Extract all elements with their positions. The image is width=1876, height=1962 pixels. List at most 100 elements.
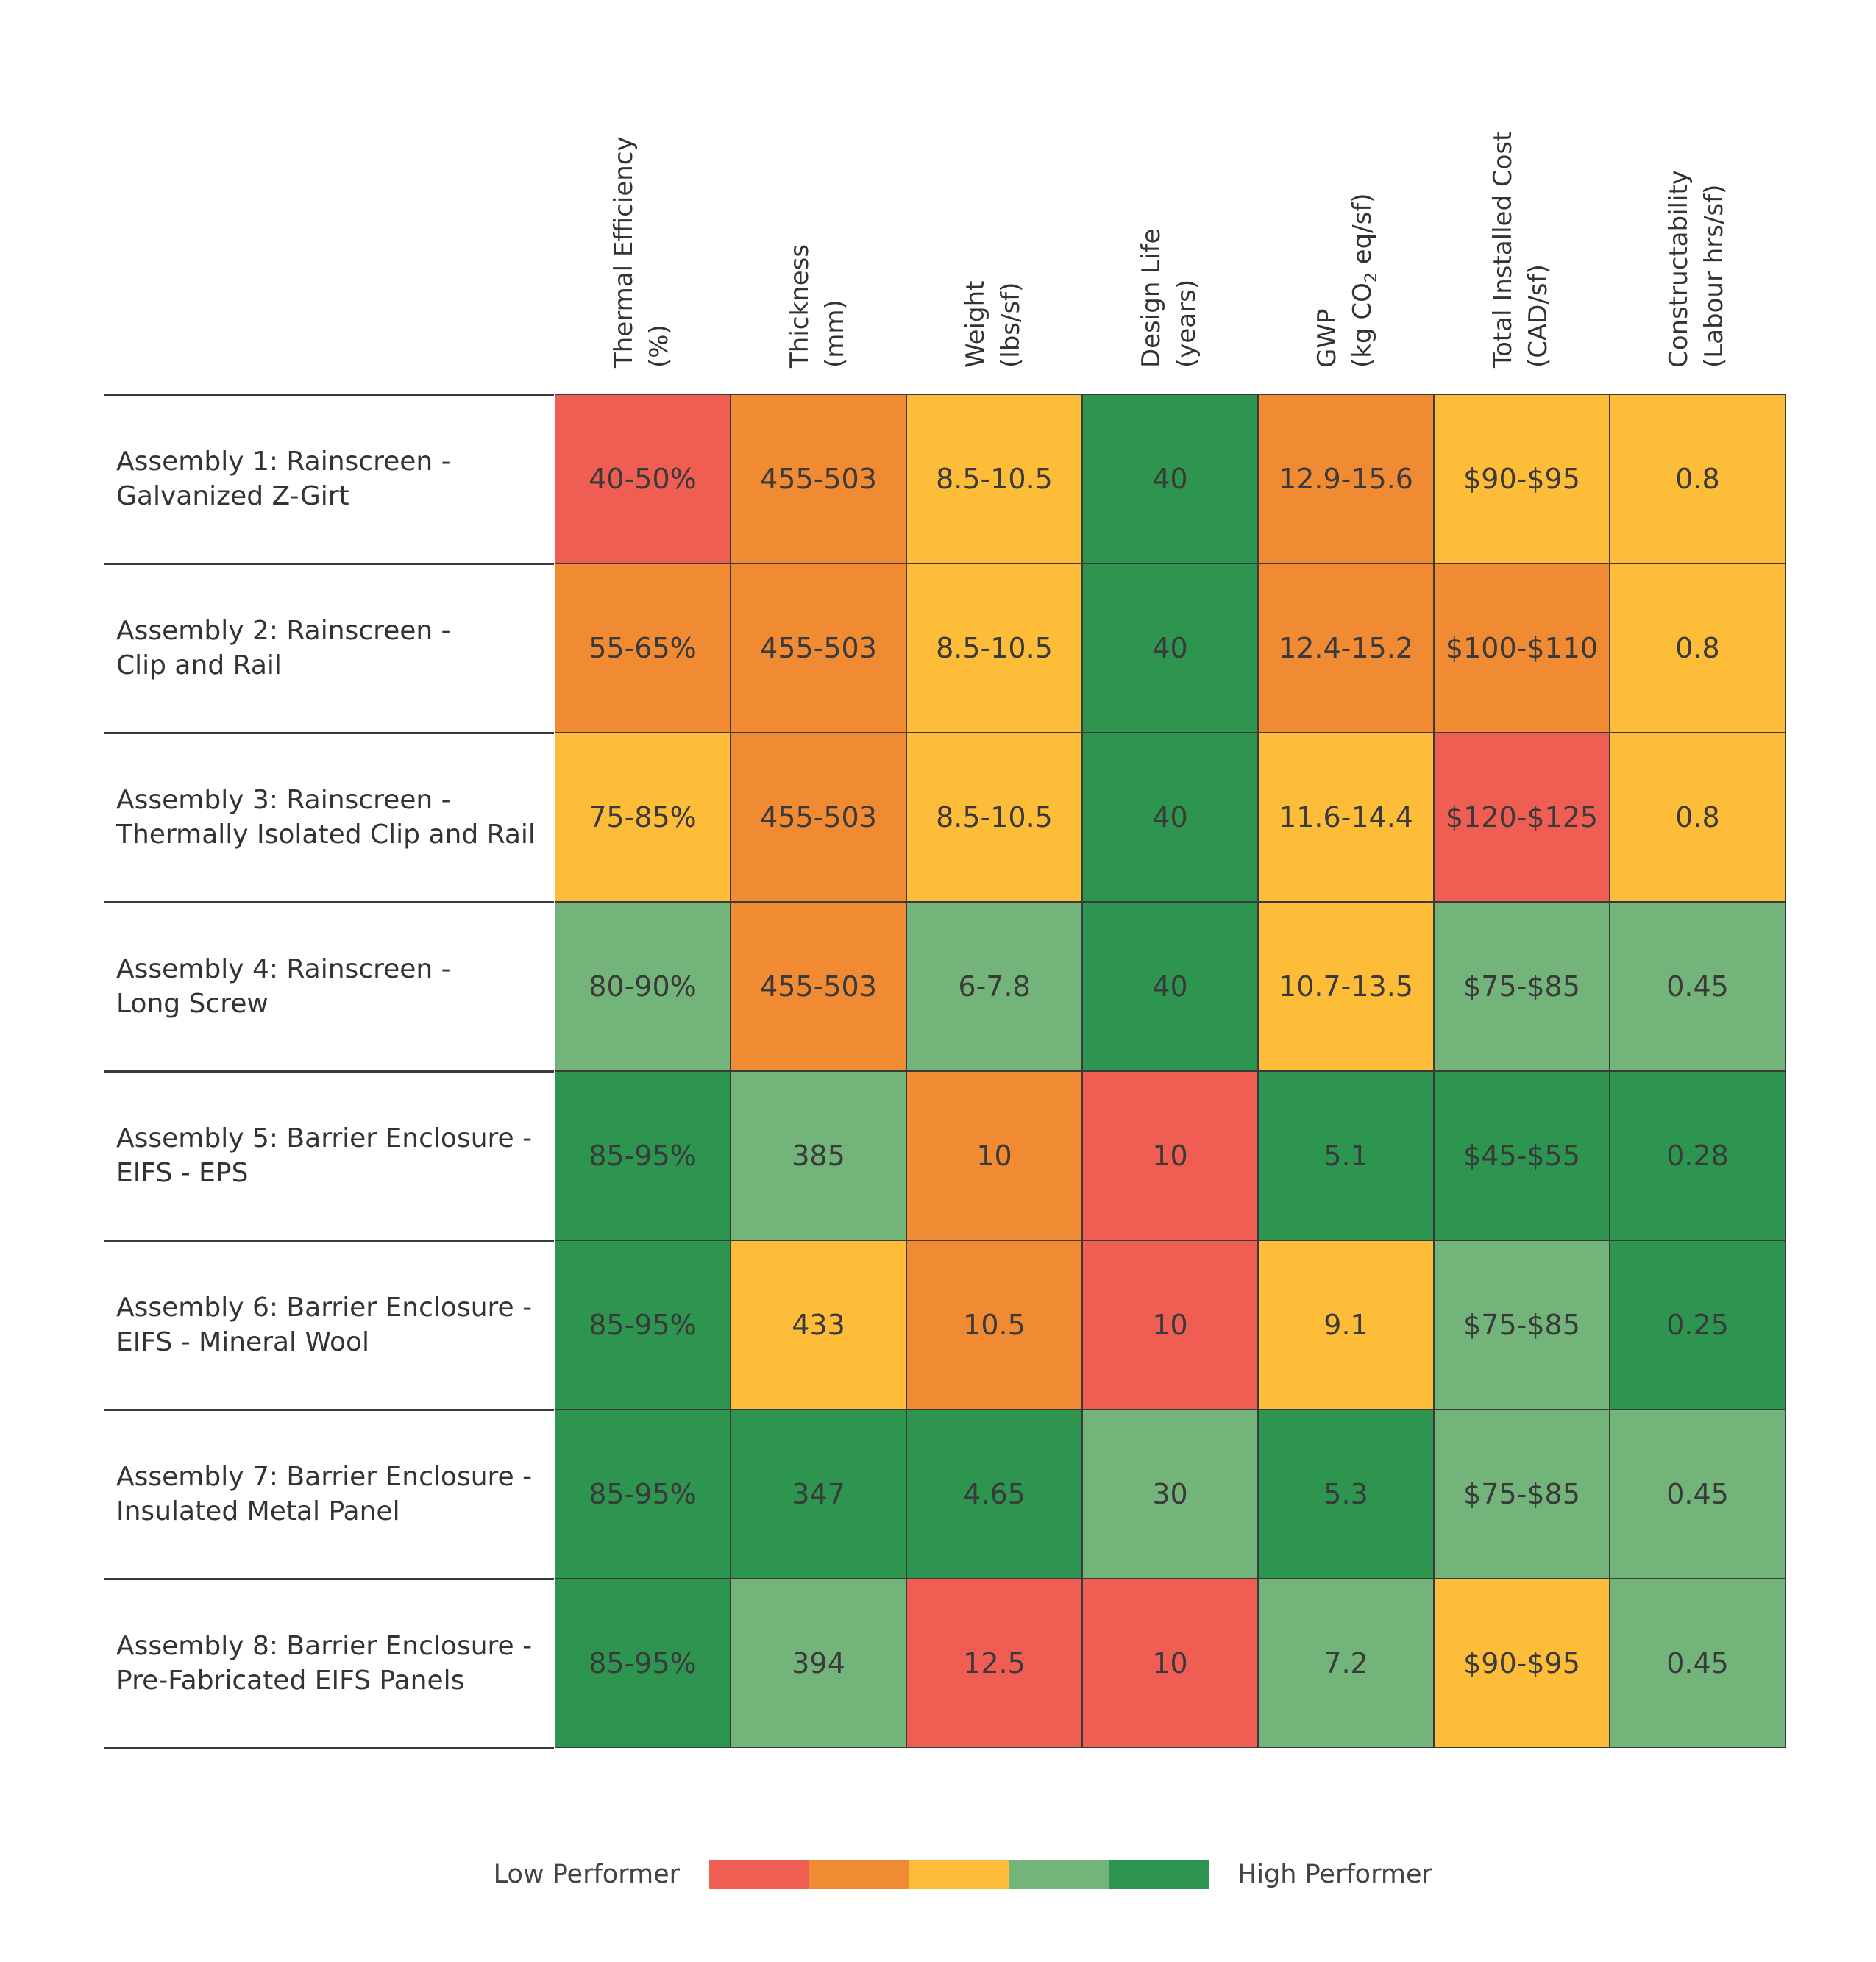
- column-header-6: Total Installed Cost (CAD/sf): [1434, 74, 1610, 368]
- heatmap-cell: 394: [731, 1579, 906, 1748]
- heatmap-cell: 10: [1082, 1071, 1258, 1240]
- row-divider: [104, 1409, 554, 1411]
- legend: Low Performer High Performer: [0, 1858, 1876, 1891]
- heatmap-cell: 8.5-10.5: [906, 564, 1082, 733]
- row-label-line: Insulated Metal Panel: [116, 1496, 400, 1526]
- row-divider: [104, 1070, 554, 1073]
- heatmap-cell: $90-$95: [1434, 1579, 1610, 1748]
- row-label-assembly-1: Assembly 1: Rainscreen - Galvanized Z-Gir…: [116, 394, 550, 564]
- row-label-line: EIFS - EPS: [116, 1158, 249, 1188]
- legend-high-label: High Performer: [1237, 1860, 1432, 1889]
- row-label-assembly-2: Assembly 2: Rainscreen - Clip and Rail: [116, 564, 550, 733]
- row-label-line: Assembly 6: Barrier Enclosure -: [116, 1293, 533, 1323]
- legend-swatch-4: [1009, 1860, 1109, 1889]
- column-header-7: Constructability (Labour hrs/sf): [1610, 74, 1786, 368]
- heatmap-cell: 85-95%: [555, 1410, 731, 1579]
- heatmap-cell: $120-$125: [1434, 733, 1610, 902]
- column-header-3: Weight (lbs/sf): [906, 74, 1082, 368]
- heatmap-cell: 75-85%: [555, 733, 731, 902]
- column-header-text: Design Life (years): [1134, 229, 1204, 368]
- heatmap-cell: 455-503: [731, 394, 906, 564]
- column-header-line2: (years): [1172, 279, 1201, 368]
- column-header-5: GWP (kg CO2 eq/sf): [1258, 74, 1434, 368]
- heatmap-cell: 85-95%: [555, 1240, 731, 1410]
- column-header-line1: Thermal Efficiency: [609, 136, 639, 368]
- column-header-line1: Weight: [961, 280, 990, 368]
- heatmap-cell: 0.8: [1610, 564, 1786, 733]
- heatmap-cell: $75-$85: [1434, 902, 1610, 1071]
- column-header-line1: Constructability: [1664, 170, 1694, 368]
- heatmap-cell: 0.45: [1610, 1579, 1786, 1748]
- column-header-line2: (mm): [820, 299, 850, 368]
- heatmap-cell: $90-$95: [1434, 394, 1610, 564]
- heatmap-cell: 55-65%: [555, 564, 731, 733]
- heatmap-cell: 40: [1082, 394, 1258, 564]
- heatmap-cell: 0.28: [1610, 1071, 1786, 1240]
- column-header-2: Thickness (mm): [731, 74, 906, 368]
- heatmap-cell: 30: [1082, 1410, 1258, 1579]
- row-label-line: Pre-Fabricated EIFS Panels: [116, 1666, 465, 1696]
- row-label-assembly-4: Assembly 4: Rainscreen - Long Screw: [116, 902, 550, 1071]
- column-header-line2: (%): [644, 324, 674, 368]
- legend-swatch-5: [1109, 1860, 1209, 1889]
- row-label-assembly-5: Assembly 5: Barrier Enclosure - EIFS - EP…: [116, 1071, 550, 1240]
- heatmap-cell: 6-7.8: [906, 902, 1082, 1071]
- heatmap-cell: 0.8: [1610, 733, 1786, 902]
- heatmap-cell: 4.65: [906, 1410, 1082, 1579]
- heatmap-cell: 347: [731, 1410, 906, 1579]
- column-header-unit-pre: (kg CO: [1348, 282, 1377, 368]
- heatmap-cell: $75-$85: [1434, 1240, 1610, 1410]
- row-divider: [104, 732, 554, 734]
- heatmap-cell: 10: [1082, 1579, 1258, 1748]
- heatmap-cell: 11.6-14.4: [1258, 733, 1434, 902]
- row-label-line: Assembly 4: Rainscreen -: [116, 954, 451, 984]
- heatmap-cell: 12.9-15.6: [1258, 394, 1434, 564]
- heatmap-cell: 12.4-15.2: [1258, 564, 1434, 733]
- row-divider: [104, 394, 554, 396]
- column-header-unit-post: eq/sf): [1348, 193, 1377, 273]
- heatmap-cell: 8.5-10.5: [906, 733, 1082, 902]
- heatmap-cell: 455-503: [731, 564, 906, 733]
- column-header-line2: (lbs/sf): [996, 282, 1026, 368]
- heatmap-cell: 10.7-13.5: [1258, 902, 1434, 1071]
- row-divider: [104, 563, 554, 565]
- heatmap-cell: 5.3: [1258, 1410, 1434, 1579]
- heatmap-cell: 12.5: [906, 1579, 1082, 1748]
- heatmap-cell: 0.45: [1610, 902, 1786, 1071]
- row-label-line: Assembly 3: Rainscreen -: [116, 785, 451, 815]
- heatmap-cell: $75-$85: [1434, 1410, 1610, 1579]
- row-label-line: Thermally Isolated Clip and Rail: [116, 820, 536, 850]
- heatmap-cell: 85-95%: [555, 1071, 731, 1240]
- heatmap-cell: 433: [731, 1240, 906, 1410]
- heatmap-cell: 10: [1082, 1240, 1258, 1410]
- row-label-assembly-8: Assembly 8: Barrier Enclosure - Pre-Fabri…: [116, 1579, 550, 1748]
- heatmap-cell: 385: [731, 1071, 906, 1240]
- row-divider: [104, 1747, 554, 1749]
- row-label-line: Assembly 1: Rainscreen -: [116, 447, 451, 477]
- legend-swatch-2: [809, 1860, 909, 1889]
- column-header-line1: Thickness: [785, 244, 814, 368]
- column-header-1: Thermal Efficiency (%): [555, 74, 731, 368]
- heatmap-cell: 8.5-10.5: [906, 394, 1082, 564]
- legend-swatch-1: [709, 1860, 809, 1889]
- column-header-text: Constructability (Labour hrs/sf): [1661, 170, 1732, 368]
- row-label-line: Assembly 7: Barrier Enclosure -: [116, 1462, 533, 1492]
- column-header-unit-subscript: 2: [1362, 272, 1381, 283]
- heatmap-cell: 455-503: [731, 733, 906, 902]
- heatmap-cell: 40-50%: [555, 394, 731, 564]
- heatmap-cell: 0.8: [1610, 394, 1786, 564]
- heatmap-cell: 5.1: [1258, 1071, 1434, 1240]
- column-header-4: Design Life (years): [1082, 74, 1258, 368]
- heatmap-cell: 7.2: [1258, 1579, 1434, 1748]
- heatmap-cell: 455-503: [731, 902, 906, 1071]
- row-label-line: Clip and Rail: [116, 650, 282, 680]
- column-header-line1: GWP: [1312, 308, 1342, 368]
- heatmap-cell: 40: [1082, 902, 1258, 1071]
- row-divider: [104, 901, 554, 903]
- heatmap-cell: 9.1: [1258, 1240, 1434, 1410]
- heatmap-cell: 40: [1082, 564, 1258, 733]
- column-header-line2: (CAD/sf): [1524, 264, 1553, 368]
- column-header-text: Thickness (mm): [782, 244, 853, 368]
- row-divider: [104, 1240, 554, 1242]
